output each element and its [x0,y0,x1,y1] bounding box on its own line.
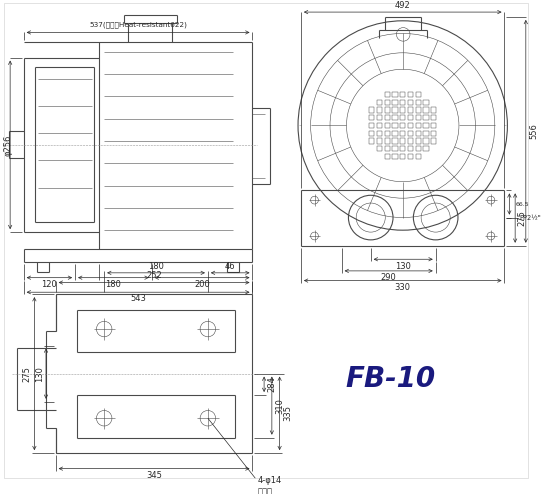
Bar [400,146,405,152]
Bar [408,130,413,136]
Bar [369,115,374,121]
Bar [369,107,374,113]
Text: 537(耐热型Heat-resistant622): 537(耐热型Heat-resistant622) [89,21,187,28]
Bar [408,138,413,144]
Bar [392,130,398,136]
Text: 284: 284 [267,376,276,392]
Text: 180: 180 [106,280,121,289]
Text: 290: 290 [381,273,397,282]
Bar [416,154,421,159]
Bar [408,107,413,113]
Bar [423,115,429,121]
Bar [408,100,413,105]
Text: 556: 556 [529,124,538,139]
Text: 120: 120 [41,280,57,289]
Bar [431,123,436,128]
Text: 252: 252 [146,271,162,280]
Bar [416,146,421,152]
Text: 345: 345 [146,471,162,480]
Bar [385,92,390,97]
Bar [400,138,405,144]
Bar [431,115,436,121]
Bar [385,115,390,121]
Text: 275: 275 [22,366,31,381]
Bar [416,92,421,97]
Bar [385,130,390,136]
Bar [423,123,429,128]
Bar [423,138,429,144]
Bar [400,123,405,128]
Text: 275: 275 [517,210,527,226]
Bar [408,154,413,159]
Bar [392,92,398,97]
Text: 200: 200 [194,280,210,289]
Bar [392,107,398,113]
Text: 330: 330 [395,283,411,292]
Text: PP2½": PP2½" [519,214,541,221]
Text: 543: 543 [130,294,146,303]
Text: 130: 130 [35,366,44,381]
Bar [400,115,405,121]
Bar [377,130,382,136]
Text: 310: 310 [275,398,284,413]
Bar [416,100,421,105]
Bar [377,146,382,152]
Text: 180: 180 [148,261,164,271]
Text: FB-10: FB-10 [345,366,435,393]
Bar [369,138,374,144]
Bar [416,123,421,128]
Bar [369,130,374,136]
Bar [408,123,413,128]
Bar [423,130,429,136]
Bar [408,115,413,121]
Bar [400,130,405,136]
Bar [400,154,405,159]
Bar [431,138,436,144]
Bar [377,115,382,121]
Bar [385,138,390,144]
Bar [377,107,382,113]
Bar [416,138,421,144]
Text: 335: 335 [283,406,292,421]
Bar [416,130,421,136]
Text: 4-φ14: 4-φ14 [257,476,282,485]
Text: 492: 492 [395,1,411,10]
Bar [385,100,390,105]
Bar [400,107,405,113]
Bar [369,123,374,128]
Bar [377,100,382,105]
Bar [392,146,398,152]
Bar [377,123,382,128]
Bar [392,115,398,121]
Bar [385,146,390,152]
Bar [431,130,436,136]
Text: 椭圆孔: 椭圆孔 [257,488,273,494]
Bar [385,154,390,159]
Bar [431,107,436,113]
Bar [408,92,413,97]
Text: 66.5: 66.5 [516,202,530,206]
Bar [400,92,405,97]
Text: 130: 130 [395,261,411,271]
Bar [400,100,405,105]
Bar [423,107,429,113]
Text: 46: 46 [225,261,236,271]
Bar [392,123,398,128]
Bar [392,100,398,105]
Text: φ256: φ256 [4,134,13,156]
Bar [416,115,421,121]
Bar [377,138,382,144]
Bar [392,154,398,159]
Bar [423,146,429,152]
Bar [392,138,398,144]
Bar [385,123,390,128]
Bar [408,146,413,152]
Bar [416,107,421,113]
Bar [423,100,429,105]
Bar [385,107,390,113]
